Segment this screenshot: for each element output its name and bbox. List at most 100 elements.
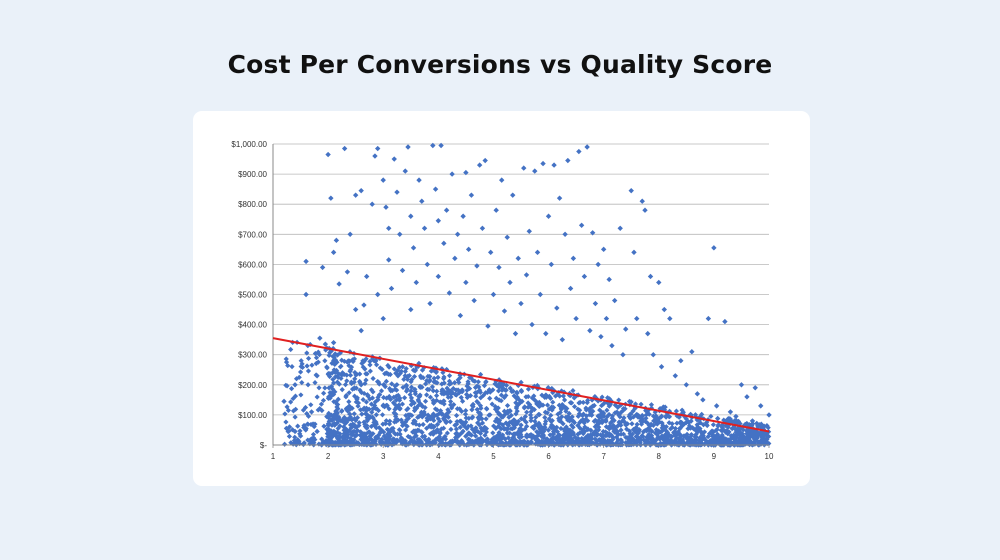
data-point xyxy=(430,142,436,149)
data-point xyxy=(581,273,588,280)
data-point xyxy=(405,144,411,150)
data-point xyxy=(694,391,701,397)
data-point xyxy=(341,145,348,152)
data-point xyxy=(363,273,370,280)
data-point xyxy=(490,291,497,298)
data-point xyxy=(551,162,557,168)
data-point xyxy=(487,249,494,256)
data-point xyxy=(421,225,428,231)
trendline xyxy=(272,337,770,433)
data-point xyxy=(292,428,298,435)
data-point xyxy=(314,373,320,379)
data-point xyxy=(540,160,546,167)
data-point xyxy=(766,412,772,418)
data-point xyxy=(328,195,334,201)
data-point xyxy=(628,187,634,194)
x-axis-tick-labels: 1 2 3 4 5 6 7 8 9 10 xyxy=(271,445,774,461)
data-point xyxy=(576,148,582,155)
data-point xyxy=(485,323,491,329)
data-point xyxy=(419,198,425,204)
data-point xyxy=(595,261,601,268)
x-tick-label: 8 xyxy=(657,452,662,461)
data-point xyxy=(592,300,599,307)
data-point xyxy=(358,187,364,194)
data-point xyxy=(443,207,450,213)
data-point xyxy=(399,267,406,274)
data-point xyxy=(482,157,488,164)
data-point xyxy=(452,255,458,262)
data-point xyxy=(330,249,337,256)
data-point xyxy=(587,327,593,334)
x-tick-label: 7 xyxy=(601,452,606,461)
data-point xyxy=(584,144,590,150)
data-point xyxy=(281,398,287,405)
y-tick-label: $- xyxy=(260,441,267,450)
y-tick-label: $800.00 xyxy=(238,200,267,209)
data-point xyxy=(361,302,367,308)
data-point xyxy=(639,198,645,204)
data-point xyxy=(454,231,461,237)
data-point xyxy=(738,382,745,388)
data-point xyxy=(523,272,530,278)
data-point xyxy=(609,342,615,349)
data-point xyxy=(292,382,298,388)
data-point xyxy=(532,168,538,174)
data-point xyxy=(408,213,414,219)
data-point xyxy=(333,237,340,244)
data-point xyxy=(375,291,381,298)
data-point xyxy=(460,213,466,219)
data-point xyxy=(394,189,400,195)
data-point xyxy=(559,336,566,343)
data-point xyxy=(391,156,397,162)
data-point xyxy=(634,315,640,322)
data-point xyxy=(297,433,304,439)
data-point xyxy=(375,145,381,152)
y-tick-label: $300.00 xyxy=(238,351,267,360)
data-point xyxy=(413,279,419,286)
y-tick-label: $100.00 xyxy=(238,411,267,420)
data-point xyxy=(325,151,331,158)
y-tick-label: $600.00 xyxy=(238,260,267,269)
data-point xyxy=(562,231,568,237)
dense-point-cloud xyxy=(282,339,772,448)
data-point xyxy=(672,373,679,379)
data-point xyxy=(620,352,626,358)
trendline-line xyxy=(272,337,770,433)
data-point xyxy=(449,171,455,177)
data-point xyxy=(347,231,353,237)
data-point xyxy=(330,339,337,346)
chart-title: Cost Per Conversions vs Quality Score xyxy=(227,50,773,79)
data-point xyxy=(468,192,475,198)
data-point xyxy=(515,255,521,262)
data-point xyxy=(661,306,667,313)
data-point xyxy=(427,300,433,307)
x-tick-label: 6 xyxy=(546,452,551,461)
data-point xyxy=(380,315,386,322)
data-point xyxy=(600,246,607,253)
data-point xyxy=(667,315,673,322)
axes xyxy=(272,144,769,446)
data-point xyxy=(678,358,684,364)
data-point xyxy=(504,234,510,241)
x-tick-label: 3 xyxy=(381,452,386,461)
data-point xyxy=(314,428,320,435)
data-point xyxy=(689,348,695,355)
data-point xyxy=(493,207,499,213)
data-point xyxy=(479,225,486,231)
data-point xyxy=(631,249,637,256)
y-axis-tick-labels: $- $100.00 $200.00 $300.00 $400.00 $500.00 $60… xyxy=(231,140,267,450)
data-point xyxy=(713,403,720,409)
data-point xyxy=(303,425,309,432)
x-tick-label: 9 xyxy=(712,452,717,461)
data-point xyxy=(556,195,563,201)
data-point xyxy=(760,433,767,439)
data-point xyxy=(308,436,315,442)
data-point xyxy=(512,330,519,337)
data-point xyxy=(521,165,527,171)
data-point xyxy=(372,153,378,159)
data-point xyxy=(623,326,629,332)
data-point xyxy=(543,330,549,337)
data-point xyxy=(617,225,623,231)
scatter-plot: $- $100.00 $200.00 $300.00 $400.00 $500.00 $60… xyxy=(231,140,774,461)
data-point xyxy=(408,306,414,313)
